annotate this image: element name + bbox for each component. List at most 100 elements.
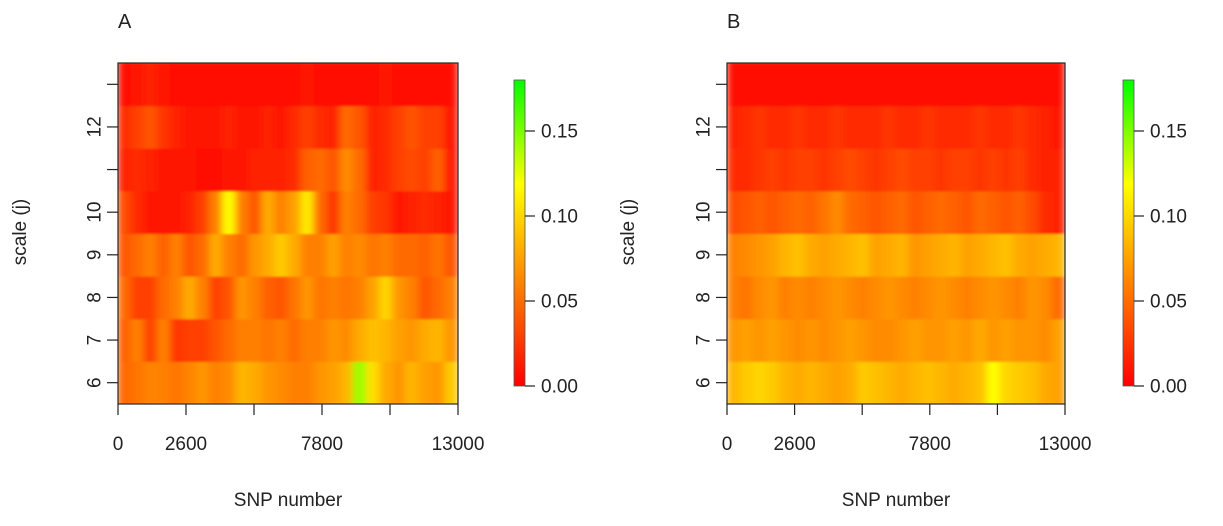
heatmap-a-cell-r13-c17 — [339, 63, 354, 107]
heatmap-a-cell-r9-c20 — [379, 233, 394, 277]
heatmap-b-cell-r8-c22 — [1012, 275, 1027, 320]
heatmap-a-cell-r8-c11 — [261, 275, 276, 320]
heatmap-a-cell-r6-c9 — [235, 360, 250, 404]
heatmap-a-cell-r8-c19 — [365, 275, 381, 320]
heatmap-a-cell-r13-c21 — [392, 63, 407, 107]
heatmap-a-cell-r9-c1 — [130, 233, 145, 277]
heatmap-a-cell-r6-c5 — [182, 360, 197, 404]
heatmap-a-cell-r11-c14 — [300, 147, 315, 192]
heatmap-a-cell-r12-c10 — [248, 105, 263, 149]
heatmap-b-cell-r7-c21 — [999, 318, 1014, 362]
heatmap-b-cell-r8-c16 — [934, 275, 949, 320]
heatmap-a-cell-r11-c25 — [444, 147, 458, 192]
heatmap-b-cell-r8-c10 — [856, 275, 871, 320]
heatmap-b-cell-r7-c23 — [1025, 318, 1040, 362]
heatmap-b-cell-r11-c7 — [817, 147, 832, 192]
heatmap-a-cell-r6-c4 — [169, 360, 184, 404]
heatmap-b-cell-r12-c20 — [986, 105, 1001, 149]
heatmap-b-cell-r7-c15 — [921, 318, 936, 362]
heatmap-a-cell-r7-c8 — [222, 318, 237, 362]
heatmap-a-cell-r9-c22 — [405, 233, 420, 277]
heatmap-a-cell-r12-c0 — [118, 105, 132, 149]
heatmap-a-cell-r12-c11 — [261, 105, 276, 149]
heatmap-a-cell-r6-c7 — [209, 360, 224, 404]
heatmap-a-cell-r9-c10 — [248, 233, 263, 277]
heatmap-b-cell-r12-c14 — [908, 105, 923, 149]
heatmap-b-cell-r8-c7 — [817, 275, 832, 320]
heatmap-a-cell-r10-c2 — [143, 190, 158, 234]
heatmap-b-cell-r9-c9 — [843, 233, 858, 277]
heatmap-b-cell-r7-c14 — [908, 318, 923, 362]
heatmap-b-cell-r9-c14 — [908, 233, 923, 277]
heatmap-a-y-tick-label: 6 — [85, 377, 106, 388]
heatmap-a-cell-r13-c22 — [405, 63, 420, 107]
heatmap-b-cell-r11-c12 — [882, 147, 897, 192]
heatmap-a-cell-r11-c11 — [261, 147, 276, 192]
heatmap-b-cell-r10-c22 — [1012, 190, 1027, 234]
heatmap-b-cell-r12-c17 — [947, 105, 962, 149]
heatmap-a-cell-r7-c19 — [365, 318, 381, 362]
heatmap-a-cell-r8-c13 — [287, 275, 302, 320]
heatmap-a-cell-r9-c8 — [222, 233, 237, 277]
heatmap-a-y-axis: 6 7 8 9 10 12 — [85, 83, 118, 388]
heatmap-a-cell-r12-c22 — [405, 105, 420, 149]
heatmap-b-cell-r13-c9 — [843, 63, 858, 107]
heatmap-b-cell-r8-c8 — [830, 275, 845, 320]
heatmap-a-cell-r10-c14 — [300, 190, 315, 234]
heatmap-b-cell-r10-c20 — [986, 190, 1001, 234]
heatmap-b-cell-r9-c10 — [856, 233, 871, 277]
heatmap-b-cell-r9-c21 — [999, 233, 1014, 277]
heatmap-a-cell-r7-c24 — [431, 318, 446, 362]
heatmap-a-cell-r10-c3 — [156, 190, 171, 234]
heatmap-b-cell-r8-c12 — [882, 275, 897, 320]
heatmap-a-cell-r6-c21 — [392, 360, 407, 404]
heatmap-b-cell-r9-c5 — [791, 233, 806, 277]
heatmap-b-cell-r9-c2 — [752, 233, 767, 277]
heatmap-b-cell-r6-c12 — [882, 360, 897, 404]
heatmap-b-cell-r10-c7 — [817, 190, 832, 234]
heatmap-a-cell-r7-c15 — [313, 318, 328, 362]
heatmap-a-cell-r6-c14 — [300, 360, 315, 404]
heatmap-a-cell-r13-c12 — [274, 63, 289, 107]
heatmap-a-cell-r12-c19 — [365, 105, 381, 149]
heatmap-b-cell-r12-c1 — [739, 105, 754, 149]
heatmap-a-cell-r8-c23 — [418, 275, 433, 320]
heatmap-b-cell-r10-c12 — [882, 190, 897, 234]
heatmap-a-cell-r9-c23 — [418, 233, 433, 277]
heatmap-b-cell-r7-c24 — [1038, 318, 1053, 362]
heatmap-a-cell-r12-c12 — [274, 105, 289, 149]
heatmap-b-cell-r10-c10 — [856, 190, 871, 234]
heatmap-b-cell-r13-c14 — [908, 63, 923, 107]
heatmap-b-cell-r9-c7 — [817, 233, 832, 277]
heatmap-b-cell-r8-c25 — [1051, 275, 1065, 320]
heatmap-b-cell-r11-c16 — [934, 147, 949, 192]
heatmap-b-cell-r6-c25 — [1051, 360, 1065, 404]
heatmap-b-cell-r12-c3 — [765, 105, 780, 149]
heatmap-b-cell-r13-c4 — [778, 63, 793, 107]
heatmap-b-cell-r13-c25 — [1051, 63, 1065, 107]
heatmap-a-cell-r13-c0 — [118, 63, 132, 107]
heatmap-b-cell-r12-c7 — [817, 105, 832, 149]
heatmap-a-cell-r9-c12 — [274, 233, 289, 277]
heatmap-b-cell-r12-c9 — [843, 105, 858, 149]
heatmap-b-cell-r10-c0 — [727, 190, 741, 234]
heatmap-b-cell-r7-c1 — [739, 318, 754, 362]
heatmap-a-cell-r8-c3 — [156, 275, 171, 320]
heatmap-b-x-tick-label: 2600 — [773, 434, 815, 455]
heatmap-panel-a: A 0 2600 7800 13000 6 7 8 9 10 12 SNP number sca… — [10, 11, 578, 511]
heatmap-b-cell-r11-c14 — [908, 147, 923, 192]
heatmap-b-cell-r9-c12 — [882, 233, 897, 277]
heatmap-b-cell-r6-c15 — [921, 360, 936, 404]
heatmap-b-cell-r11-c19 — [973, 147, 988, 192]
heatmap-a-cell-r8-c16 — [326, 275, 341, 320]
heatmap-a-cell-r11-c12 — [274, 147, 289, 192]
heatmap-b-cell-r6-c19 — [973, 360, 988, 404]
heatmap-a-cell-r9-c19 — [365, 233, 381, 277]
heatmap-a-cell-r7-c10 — [248, 318, 263, 362]
heatmap-b-cell-r12-c5 — [791, 105, 806, 149]
heatmap-a-cell-r8-c12 — [274, 275, 289, 320]
heatmap-a-frame — [117, 62, 459, 405]
heatmap-a-cell-r6-c19 — [365, 360, 381, 404]
heatmap-b-cell-r8-c2 — [752, 275, 767, 320]
heatmap-b-cell-r11-c10 — [856, 147, 871, 192]
